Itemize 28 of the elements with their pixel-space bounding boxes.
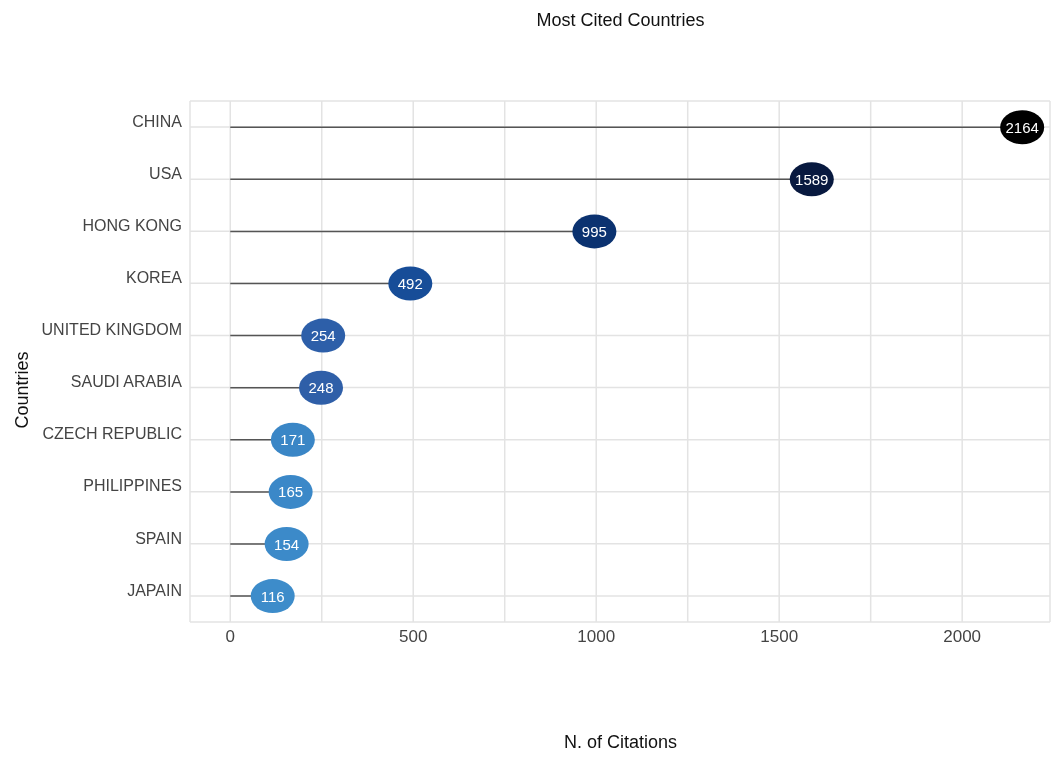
y-tick-label: JAPAIN bbox=[127, 581, 182, 599]
data-label: 995 bbox=[581, 222, 607, 240]
data-label: 116 bbox=[260, 587, 285, 605]
x-axis-title: N. of Citations bbox=[562, 732, 678, 753]
x-tick-label: 0 bbox=[225, 627, 235, 647]
y-tick-label: SPAIN bbox=[135, 529, 182, 547]
data-label: 248 bbox=[308, 379, 334, 397]
y-tick-label: KOREA bbox=[125, 269, 183, 287]
chart-title: Most Cited Countries bbox=[535, 10, 706, 31]
x-tick-label: 1000 bbox=[577, 627, 616, 647]
y-tick-label: CZECH REPUBLIC bbox=[42, 425, 182, 443]
y-tick-label: USA bbox=[149, 164, 183, 182]
data-label: 492 bbox=[397, 275, 423, 293]
data-label: 154 bbox=[274, 535, 300, 553]
y-tick-label: SAUDI ARABIA bbox=[70, 373, 183, 391]
x-tick-label: 500 bbox=[399, 627, 428, 647]
data-label: 171 bbox=[280, 431, 306, 449]
x-tick-label: 1500 bbox=[760, 627, 799, 647]
data-label: 165 bbox=[278, 483, 304, 501]
y-tick-label: CHINA bbox=[132, 112, 183, 130]
y-tick-label: PHILIPPINES bbox=[83, 477, 182, 495]
data-label: 254 bbox=[310, 327, 336, 345]
x-tick-label: 2000 bbox=[943, 627, 982, 647]
y-axis-title: Countries bbox=[11, 351, 33, 429]
y-tick-label: HONG KONG bbox=[82, 216, 182, 234]
data-label: 1589 bbox=[795, 170, 829, 188]
data-label: 2164 bbox=[1005, 118, 1039, 136]
y-tick-label: UNITED KINGDOM bbox=[41, 321, 182, 339]
